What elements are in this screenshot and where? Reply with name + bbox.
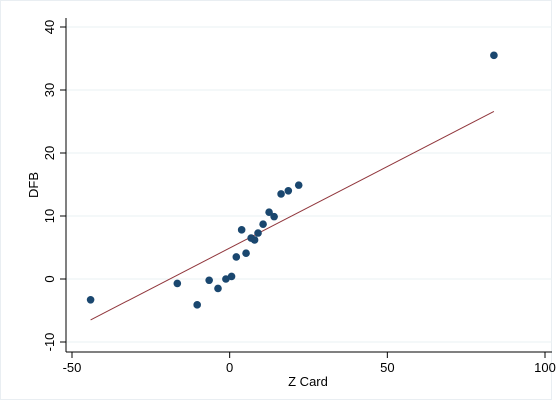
data-point [232,253,241,261]
fit-line-group [90,110,495,321]
data-point [242,249,250,257]
data-point [193,301,201,309]
x-tick-label: 0 [226,360,233,375]
data-point [250,236,259,244]
y-tick-label: 30 [42,83,57,97]
data-point [214,284,222,293]
data-point [490,51,498,60]
x-tick-label: 100 [534,360,556,375]
data-point [205,276,213,285]
x-tick-label: 50 [380,360,394,375]
data-point [254,229,262,237]
data-point [277,190,285,198]
points-group [86,51,498,309]
y-axis-title: DFB [26,172,41,198]
data-point [173,279,182,288]
y-tick-label: 10 [42,209,57,223]
data-point [227,272,236,281]
axes: -10 0 10 20 30 40 -50 0 50 100 [42,18,556,375]
y-tick-label: 40 [42,20,57,34]
data-point [237,226,246,234]
y-tick-label: -10 [42,333,57,352]
gridlines [66,26,552,343]
x-tick-label: -50 [63,360,82,375]
y-tick-label: 0 [42,275,57,282]
fit-line [90,110,495,321]
data-point [270,212,278,221]
x-axis-title: Z Card [288,374,328,389]
data-point [284,187,293,195]
data-point [222,275,230,283]
data-point [259,220,267,228]
y-tick-label: 20 [42,146,57,160]
data-point [294,181,303,189]
data-point [86,295,95,304]
data-point [265,208,273,217]
